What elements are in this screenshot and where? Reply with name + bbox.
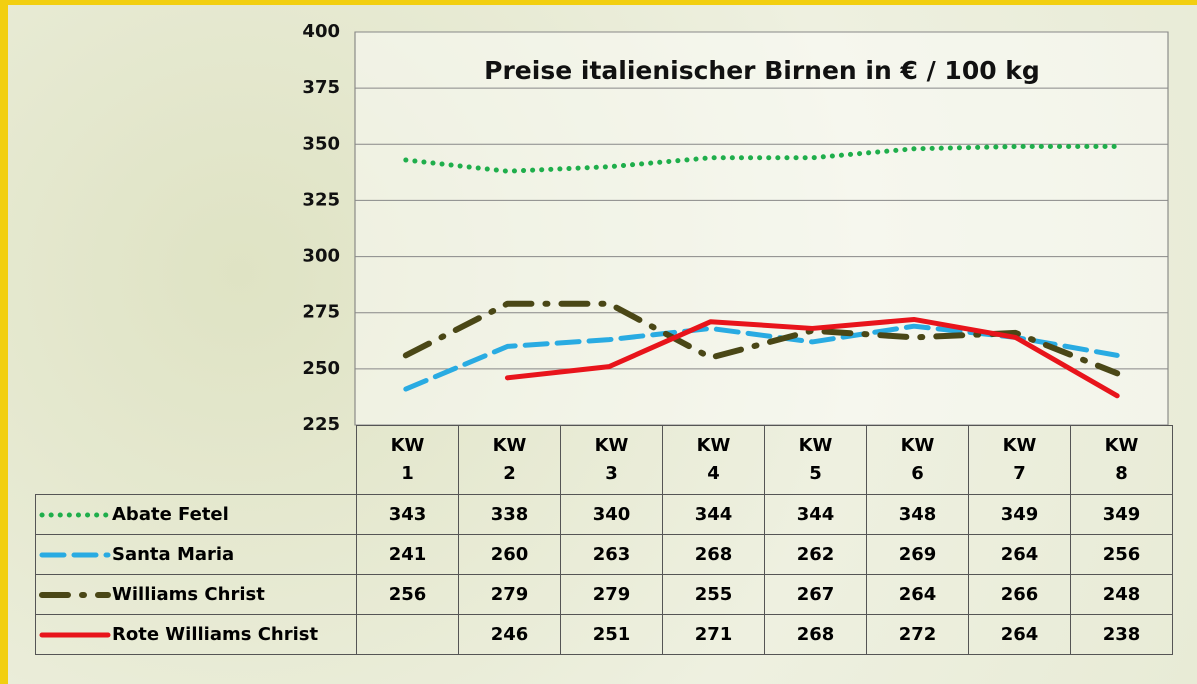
x-tick-label: KW 1	[388, 432, 428, 488]
x-tick-label: KW 5	[796, 432, 836, 488]
page: Preise italienischer Birnen in € / 100 k…	[0, 0, 1197, 684]
legend-label: Santa Maria	[112, 544, 234, 565]
legend-cell: Williams Christ	[36, 575, 357, 615]
value-cell: 268	[765, 615, 867, 655]
x-tick-label: KW 2	[490, 432, 530, 488]
legend-label: Abate Fetel	[112, 504, 229, 525]
legend-cell: Santa Maria	[36, 535, 357, 575]
x-tick-label: KW 8	[1102, 432, 1142, 488]
value-cell: 264	[867, 575, 969, 615]
value-cell: 256	[1071, 535, 1173, 575]
value-cell: 272	[867, 615, 969, 655]
value-cell: 279	[561, 575, 663, 615]
value-cell: 238	[1071, 615, 1173, 655]
legend-swatch	[36, 545, 112, 565]
value-cell: 271	[663, 615, 765, 655]
x-tick-label: KW 3	[592, 432, 632, 488]
legend-label: Rote Williams Christ	[112, 624, 318, 645]
y-tick-label: 300	[302, 246, 340, 267]
value-cell: 255	[663, 575, 765, 615]
category-cell: KW 3	[561, 426, 663, 495]
value-cell: 256	[357, 575, 459, 615]
category-cell: KW 7	[969, 426, 1071, 495]
value-cell: 268	[663, 535, 765, 575]
value-cell: 251	[561, 615, 663, 655]
value-cell: 349	[1071, 495, 1173, 535]
category-cell: KW 8	[1071, 426, 1173, 495]
value-cell: 344	[663, 495, 765, 535]
category-cell: KW 4	[663, 426, 765, 495]
value-cell: 266	[969, 575, 1071, 615]
value-cell: 338	[459, 495, 561, 535]
value-cell: 248	[1071, 575, 1173, 615]
plot-area	[355, 32, 1168, 425]
value-cell: 262	[765, 535, 867, 575]
x-tick-label: KW 7	[1000, 432, 1040, 488]
legend-cell: Rote Williams Christ	[36, 615, 357, 655]
value-cell: 267	[765, 575, 867, 615]
value-cell: 340	[561, 495, 663, 535]
value-cell: 264	[969, 615, 1071, 655]
header-row: KW 1 KW 2 KW 3 KW 4 KW 5 KW 6 KW 7 KW 8	[36, 426, 1173, 495]
legend-label: Williams Christ	[112, 584, 265, 605]
value-cell: 246	[459, 615, 561, 655]
blank-cell	[36, 426, 357, 495]
x-tick-label: KW 6	[898, 432, 938, 488]
category-cell: KW 2	[459, 426, 561, 495]
value-cell: 263	[561, 535, 663, 575]
y-tick-label: 350	[302, 133, 340, 154]
y-tick-label: 375	[302, 77, 340, 98]
legend-swatch	[36, 505, 112, 525]
value-cell: 279	[459, 575, 561, 615]
y-tick-label: 325	[302, 189, 340, 210]
value-cell: 348	[867, 495, 969, 535]
value-cell	[357, 615, 459, 655]
y-tick-label: 250	[302, 358, 340, 379]
chart-title: Preise italienischer Birnen in € / 100 k…	[484, 56, 1040, 85]
y-tick-label: 275	[302, 302, 340, 323]
value-cell: 344	[765, 495, 867, 535]
category-cell: KW 1	[357, 426, 459, 495]
legend-swatch	[36, 585, 112, 605]
legend-swatch	[36, 625, 112, 645]
y-tick-label: 400	[302, 21, 340, 42]
legend-cell: Abate Fetel	[36, 495, 357, 535]
value-cell: 264	[969, 535, 1071, 575]
data-table: KW 1 KW 2 KW 3 KW 4 KW 5 KW 6 KW 7 KW 8 Abate Fe…	[35, 425, 1173, 655]
category-cell: KW 6	[867, 426, 969, 495]
x-tick-label: KW 4	[694, 432, 734, 488]
category-cell: KW 5	[765, 426, 867, 495]
value-cell: 349	[969, 495, 1071, 535]
value-cell: 269	[867, 535, 969, 575]
value-cell: 241	[357, 535, 459, 575]
value-cell: 343	[357, 495, 459, 535]
value-cell: 260	[459, 535, 561, 575]
